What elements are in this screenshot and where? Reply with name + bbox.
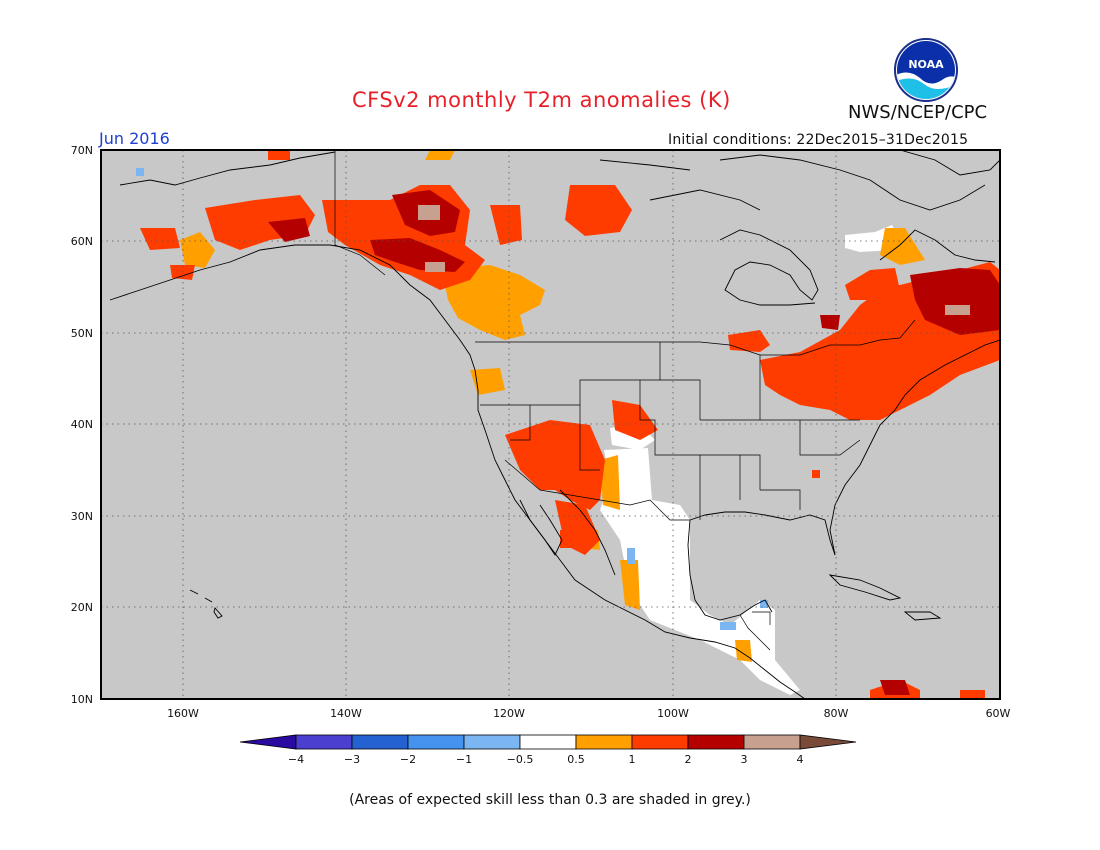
lat-label: 10N [71,693,93,706]
colorbar-segment [463,734,521,750]
colorbar-segment [519,734,577,750]
skill-footnote: (Areas of expected skill less than 0.3 a… [349,792,751,808]
agency-label: NWS/NCEP/CPC [848,102,988,123]
svg-text:NOAA: NOAA [908,58,944,71]
colorbar-tick-label: 2 [685,753,692,766]
colorbar-segment [575,734,633,750]
colorbar-tick-label: 1 [629,753,636,766]
colorbar-tick-label: −0.5 [507,753,534,766]
colorbar-tick-label: 4 [797,753,804,766]
colorbar-tick-label: −1 [456,753,472,766]
colorbar-tick-label: 3 [741,753,748,766]
lat-label: 60N [71,235,93,248]
graticule [101,150,1000,699]
map-frame [100,149,1001,700]
lon-label: 120W [493,707,525,720]
noaa-logo: NOAA [894,38,958,102]
colorbar-tick-label: 0.5 [567,753,585,766]
lon-label: 140W [330,707,362,720]
lon-label: 100W [657,707,689,720]
colorbar-tick-label: −2 [400,753,416,766]
coastlines [109,150,1000,699]
weak-cold-anomaly-regions [136,168,768,630]
colorbar-labels: −4 −3 −2 −1 −0.5 0.5 1 2 3 4 [288,753,804,766]
lat-label: 50N [71,327,93,340]
lon-label: 80W [824,707,849,720]
lat-label: 70N [71,144,93,157]
colorbar-segment [407,734,465,750]
latitude-labels: 70N 60N 50N 40N 30N 20N 10N [71,144,93,706]
colorbar-tick-label: −3 [344,753,360,766]
initial-conditions: Initial conditions: 22Dec2015–31Dec2015 [668,132,969,148]
political-borders [334,150,916,651]
colorbar [239,734,857,750]
anomaly-map: 70N 60N 50N 40N 30N 20N 10N 160W 140W 12… [71,144,1011,766]
longitude-labels: 160W 140W 120W 100W 80W 60W [167,707,1010,720]
map-title: CFSv2 monthly T2m anomalies (K) [352,88,731,112]
lat-label: 30N [71,510,93,523]
colorbar-segment [351,734,409,750]
lon-label: 60W [986,707,1011,720]
forecast-month: Jun 2016 [99,129,170,148]
colorbar-arrow-high [799,734,857,750]
lat-label: 40N [71,418,93,431]
colorbar-arrow-low [239,734,297,750]
colorbar-segment [295,734,353,750]
colorbar-segment [687,734,745,750]
extreme-warm-anomaly-regions [418,205,970,315]
colorbar-segment [631,734,689,750]
lon-label: 160W [167,707,199,720]
colorbar-segment [743,734,801,750]
colorbar-tick-label: −4 [288,753,304,766]
lat-label: 20N [71,601,93,614]
